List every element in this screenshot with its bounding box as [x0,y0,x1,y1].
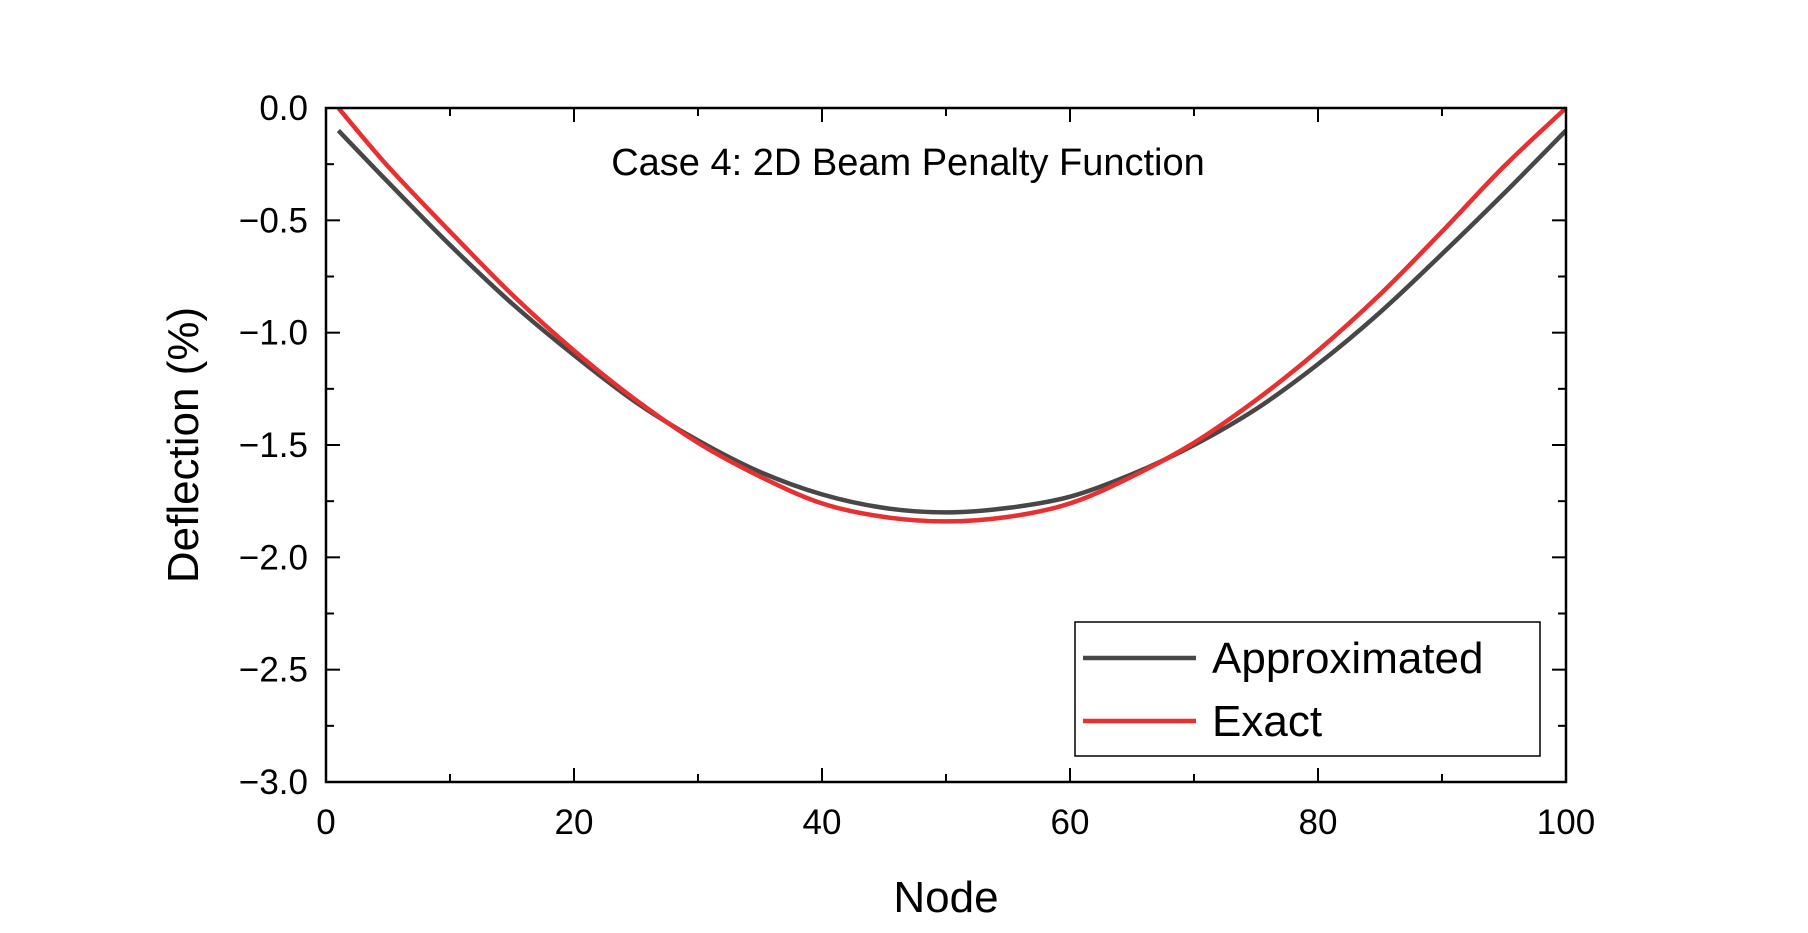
legend-box [1074,621,1541,757]
ticks-layer: 0 20 40 60 80 100 0.0 −0.5 −1.0 −1.5 −2.0 −2.5 −3.0 [239,89,1595,842]
x-axis-title: Node [893,873,998,922]
y-tick-label: −2.5 [239,651,308,690]
x-tick-label: 40 [803,803,842,842]
series-line-exact [336,106,1568,524]
y-tick-label: −0.5 [239,201,308,240]
chart-annotation: Case 4: 2D Beam Penalty Function [611,142,1205,184]
series-line-approximated [336,128,1568,515]
x-tick-label: 60 [1051,803,1090,842]
legend-label-exact: Exact [1212,697,1322,746]
legend: Approximated Exact [1074,621,1541,757]
y-tick-label: −3.0 [239,763,308,802]
y-tick-label: 0.0 [259,89,308,128]
y-axis-title: Deflection (%) [159,307,208,583]
series-layer [336,106,1568,524]
x-tick-label: 80 [1299,803,1338,842]
y-tick-label: −1.5 [239,426,308,465]
y-tick-label: −2.0 [239,538,308,577]
y-tick-label: −1.0 [239,314,308,353]
x-tick-label: 20 [555,803,594,842]
x-tick-label: 0 [316,803,335,842]
x-tick-label: 100 [1537,803,1595,842]
legend-label-approximated: Approximated [1212,634,1483,683]
